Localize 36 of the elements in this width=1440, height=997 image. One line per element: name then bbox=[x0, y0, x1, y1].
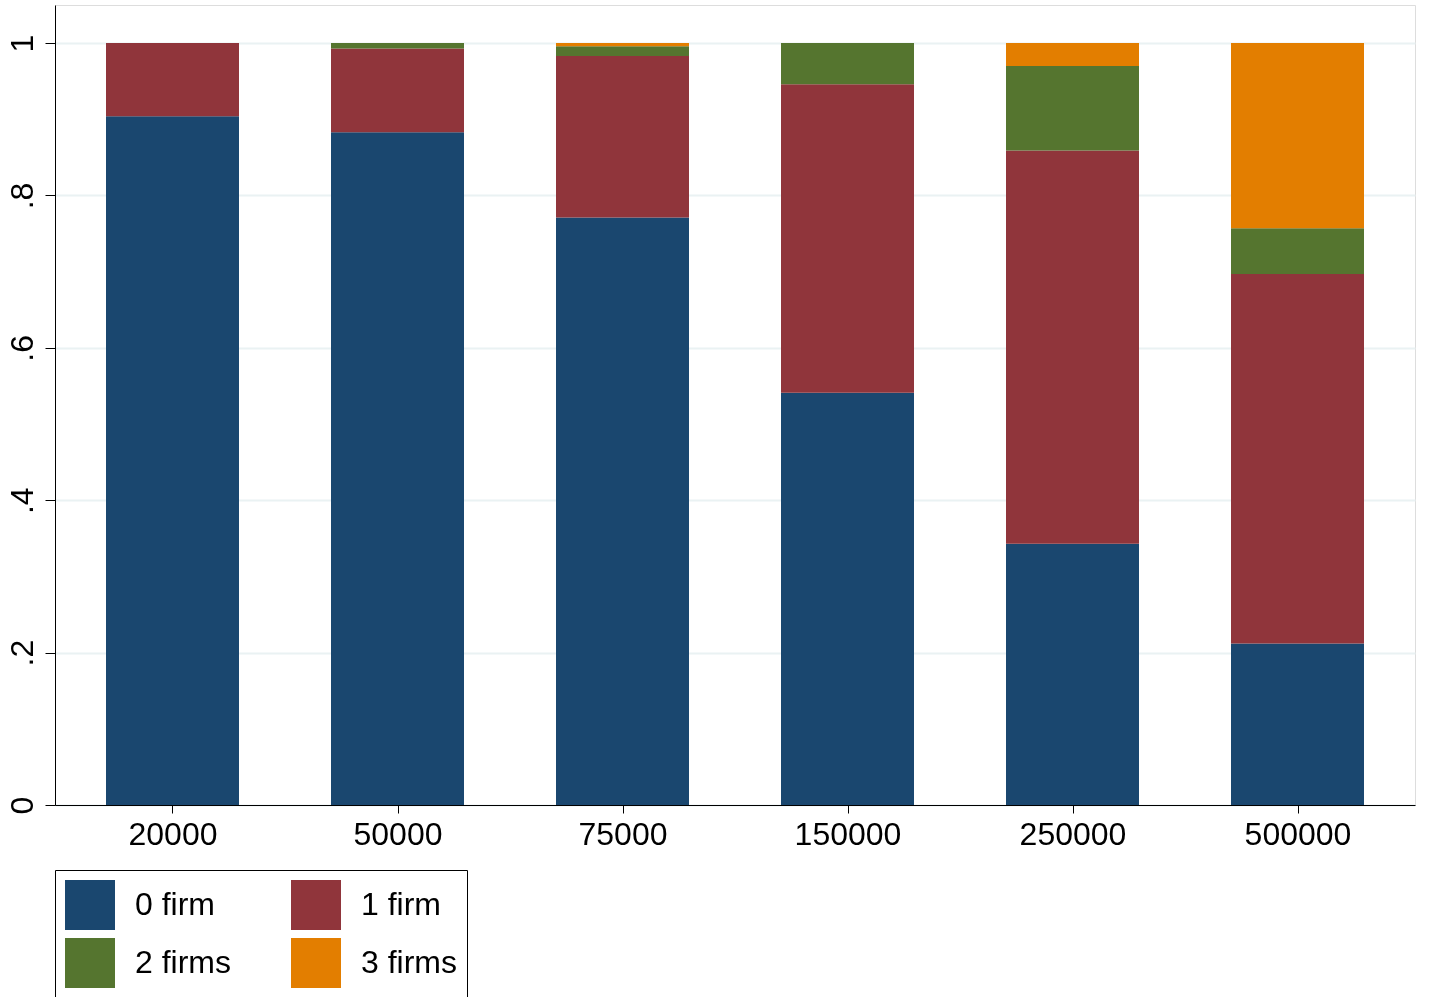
bar bbox=[781, 43, 914, 85]
y-tick-label: 0 bbox=[3, 796, 40, 815]
bar bbox=[331, 48, 464, 133]
y-tick-label: .6 bbox=[3, 335, 40, 362]
bar bbox=[781, 392, 914, 805]
x-tick-label: 75000 bbox=[578, 815, 668, 852]
y-tick-label: .2 bbox=[3, 639, 40, 667]
bar bbox=[1006, 65, 1139, 151]
legend-label: 0 firm bbox=[135, 886, 215, 922]
bar bbox=[106, 43, 239, 117]
bar bbox=[556, 56, 689, 218]
bar bbox=[1006, 150, 1139, 544]
legend-label: 3 firms bbox=[361, 944, 457, 980]
legend-label: 2 firms bbox=[135, 944, 231, 980]
bar bbox=[106, 116, 239, 805]
x-tick-label: 250000 bbox=[1019, 815, 1127, 852]
x-tick-label: 50000 bbox=[353, 815, 443, 852]
bar bbox=[1231, 228, 1364, 274]
bar bbox=[556, 43, 689, 47]
bar bbox=[331, 132, 464, 805]
bar bbox=[1231, 643, 1364, 805]
legend-label: 1 firm bbox=[361, 886, 441, 922]
y-tick-label: 1 bbox=[3, 34, 40, 53]
bar bbox=[1231, 273, 1364, 644]
bar bbox=[1006, 43, 1139, 66]
x-tick-label: 20000 bbox=[128, 815, 218, 852]
bar bbox=[781, 84, 914, 393]
bar bbox=[331, 43, 464, 49]
bar bbox=[556, 46, 689, 57]
bar bbox=[556, 217, 689, 805]
y-tick-label: .4 bbox=[3, 487, 40, 515]
x-tick-label: 500000 bbox=[1244, 815, 1352, 852]
bar bbox=[1006, 543, 1139, 805]
y-tick-label: .8 bbox=[3, 182, 40, 210]
x-tick-label: 150000 bbox=[794, 815, 902, 852]
bar bbox=[1231, 43, 1364, 229]
